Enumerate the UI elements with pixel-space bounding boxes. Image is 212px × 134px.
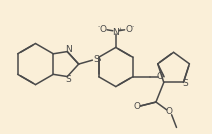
Text: O: O (157, 72, 164, 81)
Text: S: S (66, 75, 71, 83)
Text: +: + (118, 27, 123, 32)
Text: -: - (98, 24, 100, 29)
Text: N: N (112, 28, 119, 37)
Text: -: - (131, 24, 134, 29)
Text: O: O (134, 102, 141, 111)
Text: S: S (183, 79, 188, 88)
Text: N: N (65, 45, 72, 54)
Text: O: O (165, 107, 172, 116)
Text: S: S (93, 55, 99, 64)
Text: O: O (100, 25, 107, 34)
Text: O: O (125, 25, 132, 34)
